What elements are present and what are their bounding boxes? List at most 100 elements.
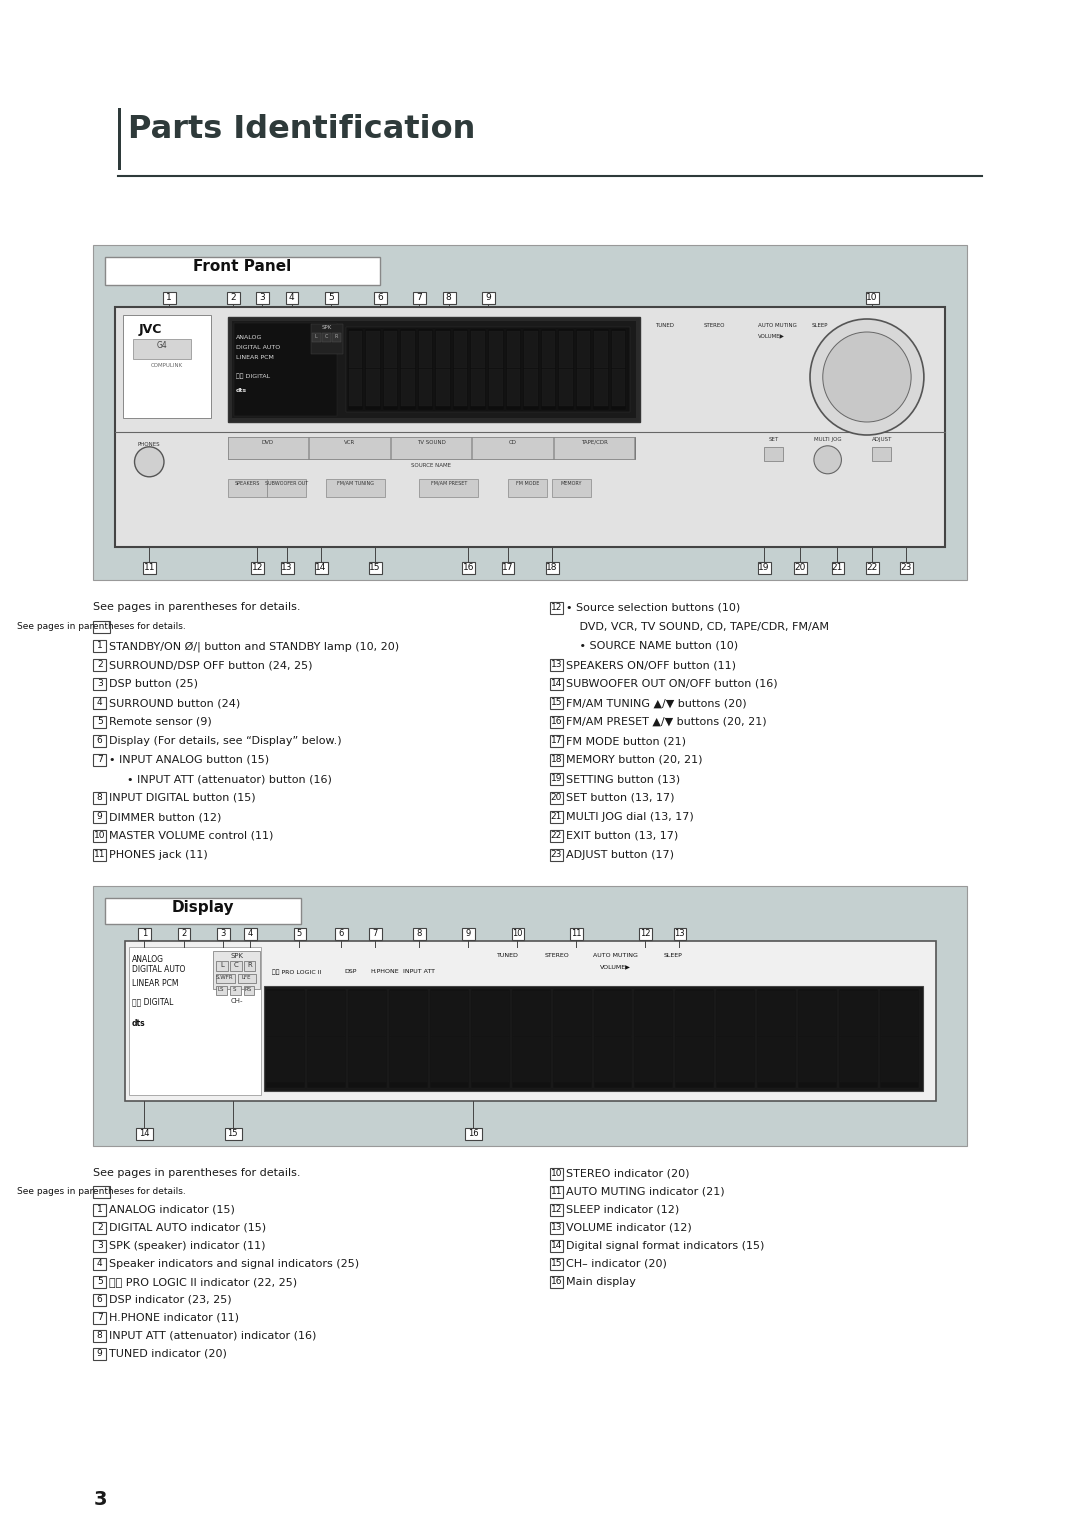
Text: SLEEP indicator (12): SLEEP indicator (12) [566,1205,679,1216]
Text: 15: 15 [369,563,381,573]
Text: AUTO MUTING: AUTO MUTING [758,323,797,328]
Bar [676,991,714,1036]
Bar [93,245,967,580]
Text: INPUT ATT (attenuator) indicator (16): INPUT ATT (attenuator) indicator (16) [109,1330,316,1341]
Bar [758,1036,795,1082]
Bar [462,562,475,574]
Bar [93,1330,106,1343]
Bar [93,1203,106,1216]
Bar [369,562,382,574]
Bar [840,1036,877,1082]
Bar [227,292,240,305]
Text: JVC: JVC [138,323,162,335]
Bar [124,942,935,1101]
Text: 3: 3 [259,292,265,302]
Bar [105,899,301,925]
Text: 〈〉 DIGITAL: 〈〉 DIGITAL [235,374,270,378]
Bar [559,331,572,367]
Bar [265,986,923,1092]
Bar [93,1294,106,1306]
Text: 2: 2 [97,660,103,669]
Text: 2: 2 [230,292,235,302]
Text: ANALOG: ANALOG [235,335,262,340]
Text: 1: 1 [97,641,103,651]
Text: LINEAR PCM: LINEAR PCM [235,355,273,360]
Bar [123,315,211,418]
Bar [129,948,261,1095]
Bar [93,886,967,1147]
Bar [472,436,553,459]
Text: L: L [314,334,318,338]
Text: COMPULINK: COMPULINK [151,363,183,367]
Bar [93,792,106,804]
Text: 21: 21 [551,811,562,821]
Bar [675,989,714,1089]
Text: 18: 18 [546,563,557,573]
Text: MULTI JOG dial (13, 17): MULTI JOG dial (13, 17) [566,811,693,822]
Bar [349,1036,386,1082]
Text: 8: 8 [417,929,422,939]
Bar [391,436,471,459]
Text: SUBWOOFER OUT: SUBWOOFER OUT [265,481,308,485]
Text: SPK: SPK [230,952,243,958]
Bar [594,989,633,1089]
Text: MASTER VOLUME control (11): MASTER VOLUME control (11) [109,831,273,841]
Bar [554,436,634,459]
Bar [312,334,321,341]
Text: Speaker indicators and signal indicators (25): Speaker indicators and signal indicators… [109,1258,360,1269]
Bar [93,753,106,766]
Text: 12: 12 [252,563,262,573]
Text: 8: 8 [446,292,451,302]
Text: See pages in parentheses for details.: See pages in parentheses for details. [93,1168,301,1177]
Text: 13: 13 [674,929,685,939]
Bar [401,329,416,410]
Text: MEMORY button (20, 21): MEMORY button (20, 21) [566,755,702,766]
Bar [431,991,468,1036]
Bar [93,658,106,671]
Text: 11: 11 [571,929,582,939]
Bar [374,292,387,305]
Text: 23: 23 [551,850,562,859]
Bar [550,602,563,614]
Bar [716,989,755,1089]
Bar [322,334,330,341]
Text: 20: 20 [551,793,562,802]
Bar [93,1258,106,1271]
Bar [419,331,432,367]
Text: SPK: SPK [322,325,332,331]
Bar [366,369,380,406]
Bar [267,1036,305,1082]
Text: TAPE/CDR: TAPE/CDR [581,439,607,446]
Bar [93,1187,110,1197]
Bar [550,697,563,709]
Text: DIMMER button (12): DIMMER button (12) [109,811,221,822]
Text: Display (For details, see “Display” below.): Display (For details, see “Display” belo… [109,736,341,746]
Bar [541,369,555,406]
Text: STEREO indicator (20): STEREO indicator (20) [566,1170,689,1179]
Text: See pages in parentheses for details.: See pages in parentheses for details. [17,1187,186,1196]
Text: 1: 1 [97,1205,103,1214]
Text: VOLUME indicator (12): VOLUME indicator (12) [566,1223,691,1232]
Bar [512,989,551,1089]
Text: Main display: Main display [566,1277,635,1288]
Text: 15: 15 [551,1258,562,1268]
Bar [315,562,328,574]
Text: 14: 14 [139,1128,150,1138]
Bar [550,1203,563,1216]
Text: See pages in parentheses for details.: See pages in parentheses for details. [17,622,186,631]
Bar [550,1187,563,1197]
Bar [326,479,384,496]
Bar [594,991,632,1036]
Bar [93,830,106,842]
Text: FM/AM PRESET: FM/AM PRESET [431,481,467,485]
Bar [348,329,363,410]
Bar [389,989,428,1089]
Text: FM MODE: FM MODE [515,481,539,485]
Text: 16: 16 [551,717,562,726]
Bar [136,1128,153,1141]
Text: 13: 13 [551,1223,562,1232]
Bar [216,961,228,971]
Bar [118,109,121,170]
Bar [472,991,509,1036]
Bar [382,329,399,410]
